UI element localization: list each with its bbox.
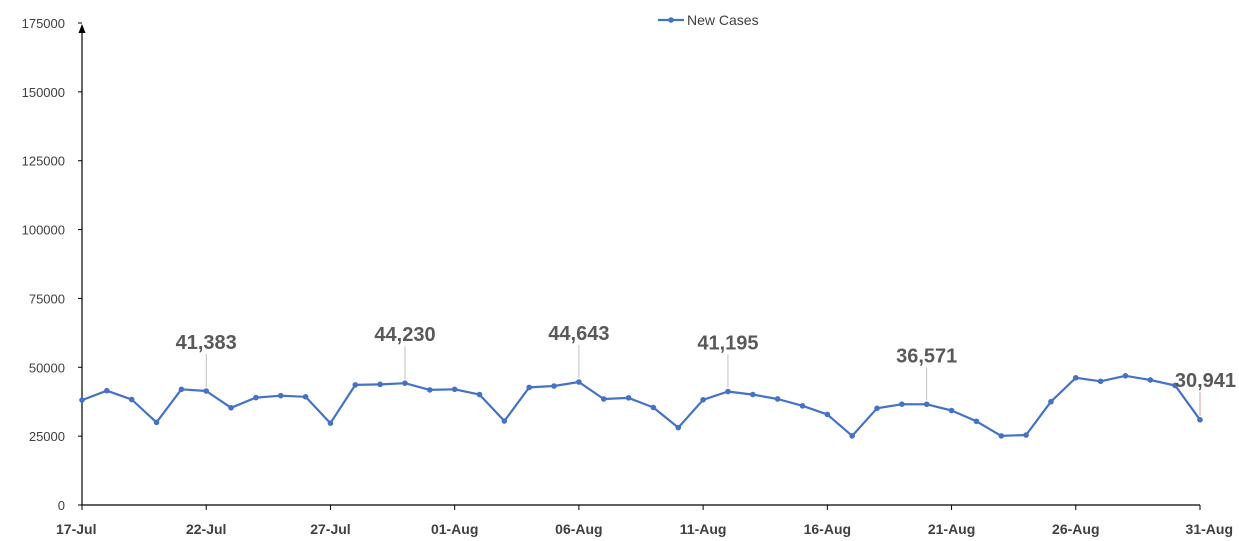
data-point <box>551 383 557 389</box>
data-point <box>824 411 831 418</box>
data-point <box>277 392 284 399</box>
data-point <box>327 420 334 426</box>
data-label: 41,195 <box>697 333 758 355</box>
data-point <box>203 388 210 394</box>
data-point <box>1172 382 1178 389</box>
x-tick-label: 27-Jul <box>310 521 350 537</box>
legend-label: New Cases <box>687 12 759 28</box>
series-line <box>81 374 1201 437</box>
data-point <box>228 404 234 411</box>
data-point <box>79 397 85 403</box>
y-tick-label: 150000 <box>22 85 65 100</box>
x-tick-label: 17-Jul <box>56 521 96 537</box>
data-label: 44,643 <box>548 323 609 345</box>
legend-marker-icon <box>668 17 674 23</box>
x-axis-ticks: 17-Jul 22-Jul 27-Jul 01-Aug 06-Aug 11-Aug 16-A… <box>56 505 1233 537</box>
data-point <box>402 380 408 386</box>
data-annotations: 41,383 44,230 44,643 41,195 36,571 30,941 <box>176 323 1236 416</box>
data-point <box>526 384 532 391</box>
data-point <box>451 386 458 393</box>
data-label: 30,941 <box>1175 370 1236 392</box>
data-point <box>899 401 905 407</box>
data-point <box>1023 432 1029 438</box>
data-point <box>352 382 359 388</box>
x-tick-label: 26-Aug <box>1052 521 1099 537</box>
axes <box>78 24 1200 506</box>
data-point <box>1197 416 1203 423</box>
data-point <box>675 424 682 431</box>
data-point <box>1048 398 1054 405</box>
data-point <box>973 418 980 425</box>
y-axis-ticks: 0 25000 50000 75000 100000 125000 150000 175000 <box>22 16 82 513</box>
data-point <box>650 404 657 411</box>
y-tick-label: 125000 <box>22 154 65 169</box>
x-tick-label: 11-Aug <box>680 521 727 537</box>
data-point <box>700 396 706 403</box>
data-point <box>427 387 433 393</box>
x-tick-label: 06-Aug <box>555 521 602 537</box>
data-point <box>1122 373 1129 379</box>
data-point <box>153 419 160 426</box>
data-point <box>104 387 110 394</box>
data-point <box>923 401 930 408</box>
data-point <box>377 381 383 388</box>
data-point <box>302 393 309 400</box>
data-point <box>750 391 756 398</box>
x-tick-label: 16-Aug <box>804 521 851 537</box>
y-axis-arrow-icon <box>78 24 86 33</box>
data-label: 44,230 <box>374 324 435 346</box>
data-point <box>1072 374 1079 381</box>
data-point <box>501 418 508 424</box>
data-point <box>625 395 632 401</box>
data-label: 41,383 <box>176 332 237 354</box>
data-point <box>600 396 607 402</box>
data-label: 36,571 <box>896 345 957 367</box>
data-point <box>1147 377 1154 383</box>
y-tick-label: 175000 <box>22 16 65 31</box>
data-point <box>1097 378 1104 385</box>
x-tick-label: 31-Aug <box>1186 521 1233 537</box>
data-point <box>725 388 731 395</box>
data-point <box>849 433 855 439</box>
data-point <box>874 405 880 412</box>
series-new-cases <box>79 373 1203 439</box>
y-tick-label: 0 <box>58 498 65 513</box>
x-tick-label: 22-Jul <box>186 521 226 537</box>
data-point <box>774 396 781 402</box>
x-tick-label: 21-Aug <box>928 521 975 537</box>
x-tick-label: 01-Aug <box>431 521 478 537</box>
y-tick-label: 50000 <box>29 360 65 375</box>
data-point <box>948 407 955 414</box>
data-point <box>178 386 185 393</box>
legend: New Cases <box>658 12 759 28</box>
data-point <box>476 391 483 398</box>
data-point <box>128 396 135 403</box>
data-point <box>253 394 259 401</box>
data-point <box>998 433 1005 439</box>
y-tick-label: 75000 <box>29 291 65 306</box>
data-point <box>576 379 582 385</box>
y-tick-label: 100000 <box>22 223 65 238</box>
data-point <box>799 403 806 409</box>
y-tick-label: 25000 <box>29 429 65 444</box>
